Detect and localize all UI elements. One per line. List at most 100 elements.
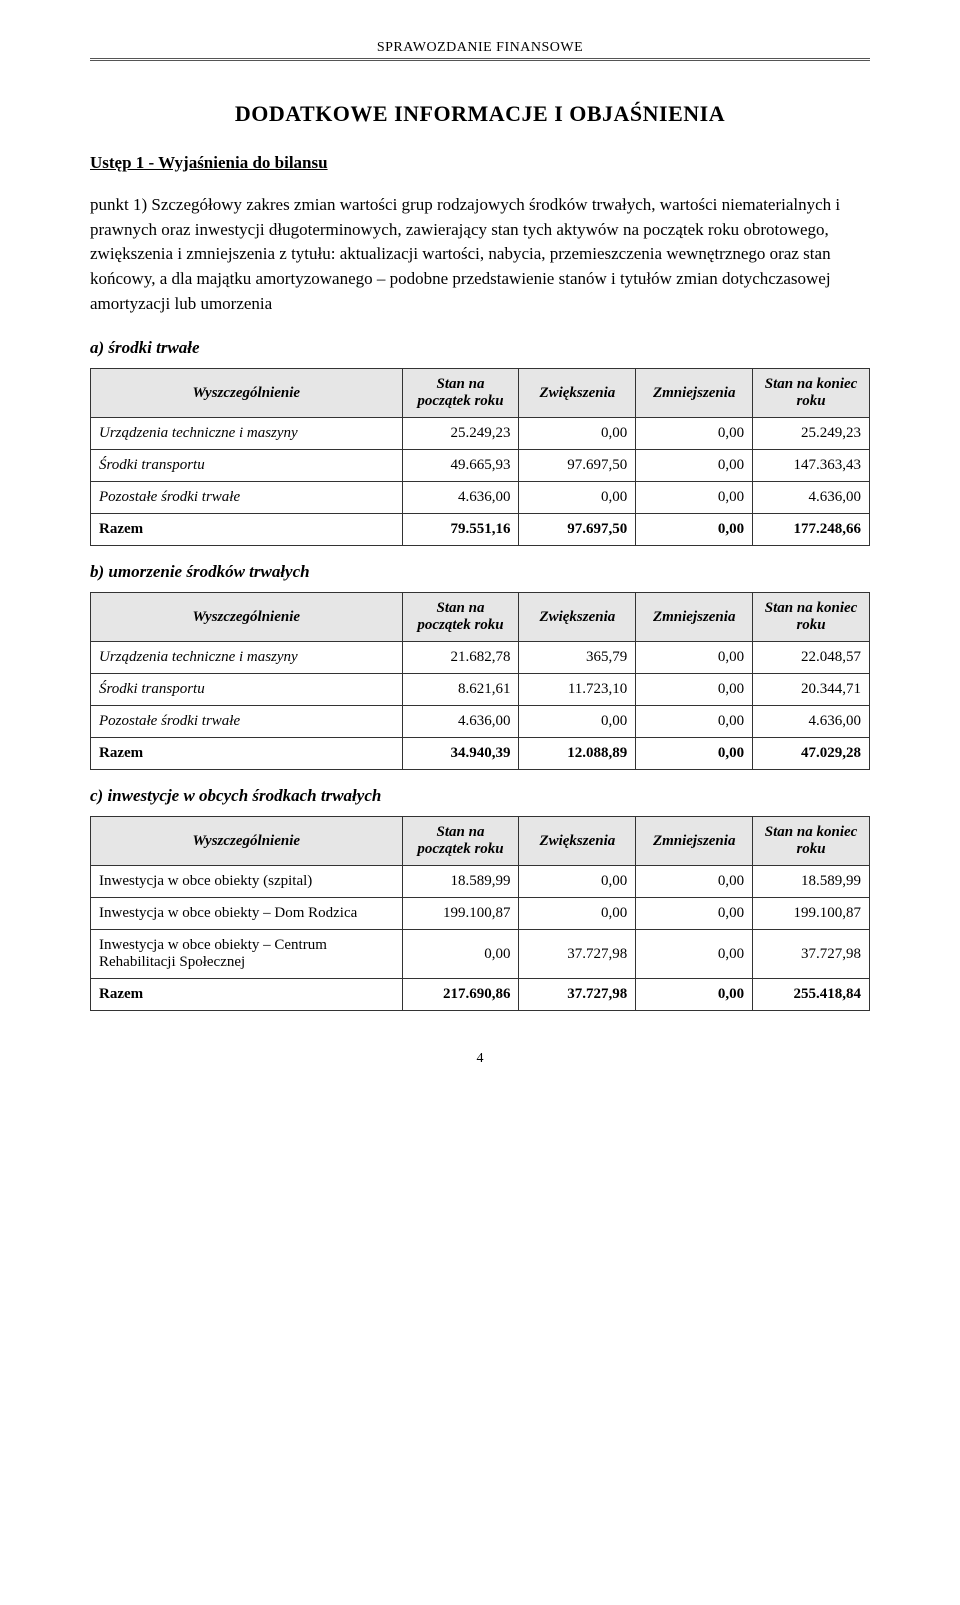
row-value: 25.249,23: [402, 418, 519, 450]
table-b: Wyszczególnienie Stan na początek roku Z…: [90, 592, 870, 770]
row-label: Razem: [91, 979, 403, 1011]
table-row: Razem34.940,3912.088,890,0047.029,28: [91, 738, 870, 770]
row-value: 0,00: [519, 706, 636, 738]
row-value: 97.697,50: [519, 514, 636, 546]
intro-paragraph: punkt 1) Szczegółowy zakres zmian wartoś…: [90, 193, 870, 316]
table-c: Wyszczególnienie Stan na początek roku Z…: [90, 816, 870, 1011]
row-value: 49.665,93: [402, 450, 519, 482]
row-value: 0,00: [519, 482, 636, 514]
row-value: 0,00: [636, 930, 753, 979]
table-a-caption: a) środki trwałe: [90, 338, 870, 358]
row-label: Urządzenia techniczne i maszyny: [91, 642, 403, 674]
row-value: 37.727,98: [519, 979, 636, 1011]
row-value: 0,00: [519, 866, 636, 898]
row-label: Razem: [91, 738, 403, 770]
page-container: SPRAWOZDANIE FINANSOWE DODATKOWE INFORMA…: [0, 0, 960, 1127]
col-header: Stan na koniec roku: [753, 817, 870, 866]
row-label: Pozostałe środki trwałe: [91, 706, 403, 738]
table-row: Razem79.551,1697.697,500,00177.248,66: [91, 514, 870, 546]
row-value: 0,00: [519, 418, 636, 450]
row-value: 37.727,98: [519, 930, 636, 979]
col-header: Zwiększenia: [519, 593, 636, 642]
row-value: 0,00: [636, 450, 753, 482]
row-value: 147.363,43: [753, 450, 870, 482]
row-value: 217.690,86: [402, 979, 519, 1011]
header-rule: [90, 58, 870, 61]
row-value: 0,00: [636, 706, 753, 738]
col-header: Stan na początek roku: [402, 817, 519, 866]
table-b-caption: b) umorzenie środków trwałych: [90, 562, 870, 582]
col-header: Wyszczególnienie: [91, 369, 403, 418]
table-row: Środki transportu8.621,6111.723,100,0020…: [91, 674, 870, 706]
col-header: Wyszczególnienie: [91, 817, 403, 866]
table-row: Razem217.690,8637.727,980,00255.418,84: [91, 979, 870, 1011]
col-header: Stan na początek roku: [402, 369, 519, 418]
row-value: 0,00: [636, 514, 753, 546]
row-value: 37.727,98: [753, 930, 870, 979]
row-value: 11.723,10: [519, 674, 636, 706]
row-value: 0,00: [636, 866, 753, 898]
row-value: 0,00: [636, 979, 753, 1011]
row-value: 18.589,99: [753, 866, 870, 898]
row-label: Urządzenia techniczne i maszyny: [91, 418, 403, 450]
row-value: 365,79: [519, 642, 636, 674]
row-value: 0,00: [636, 738, 753, 770]
row-value: 47.029,28: [753, 738, 870, 770]
table-row: Urządzenia techniczne i maszyny25.249,23…: [91, 418, 870, 450]
col-header: Zmniejszenia: [636, 369, 753, 418]
table-row: Inwestycja w obce obiekty – Centrum Reha…: [91, 930, 870, 979]
col-header: Zwiększenia: [519, 369, 636, 418]
table-row: Środki transportu49.665,9397.697,500,001…: [91, 450, 870, 482]
col-header: Stan na koniec roku: [753, 369, 870, 418]
col-header: Zwiększenia: [519, 817, 636, 866]
row-label: Inwestycja w obce obiekty (szpital): [91, 866, 403, 898]
table-row: Inwestycja w obce obiekty – Dom Rodzica1…: [91, 898, 870, 930]
col-header: Stan na początek roku: [402, 593, 519, 642]
row-value: 177.248,66: [753, 514, 870, 546]
table-row: Urządzenia techniczne i maszyny21.682,78…: [91, 642, 870, 674]
row-value: 0,00: [519, 898, 636, 930]
row-value: 0,00: [636, 418, 753, 450]
row-value: 12.088,89: [519, 738, 636, 770]
table-a-body: Urządzenia techniczne i maszyny25.249,23…: [91, 418, 870, 546]
row-value: 25.249,23: [753, 418, 870, 450]
col-header: Zmniejszenia: [636, 817, 753, 866]
row-value: 18.589,99: [402, 866, 519, 898]
row-value: 8.621,61: [402, 674, 519, 706]
col-header: Wyszczególnienie: [91, 593, 403, 642]
row-label: Pozostałe środki trwałe: [91, 482, 403, 514]
row-label: Inwestycja w obce obiekty – Dom Rodzica: [91, 898, 403, 930]
row-value: 255.418,84: [753, 979, 870, 1011]
row-value: 97.697,50: [519, 450, 636, 482]
section-title: Ustęp 1 - Wyjaśnienia do bilansu: [90, 153, 870, 173]
row-value: 20.344,71: [753, 674, 870, 706]
table-c-caption: c) inwestycje w obcych środkach trwałych: [90, 786, 870, 806]
table-b-body: Urządzenia techniczne i maszyny21.682,78…: [91, 642, 870, 770]
row-value: 0,00: [636, 898, 753, 930]
row-value: 0,00: [636, 674, 753, 706]
table-row: Pozostałe środki trwałe4.636,000,000,004…: [91, 706, 870, 738]
row-value: 4.636,00: [402, 706, 519, 738]
row-value: 0,00: [402, 930, 519, 979]
row-value: 199.100,87: [402, 898, 519, 930]
row-value: 199.100,87: [753, 898, 870, 930]
row-value: 34.940,39: [402, 738, 519, 770]
running-header: SPRAWOZDANIE FINANSOWE: [90, 40, 870, 56]
row-value: 0,00: [636, 482, 753, 514]
row-label: Razem: [91, 514, 403, 546]
row-value: 4.636,00: [402, 482, 519, 514]
table-c-body: Inwestycja w obce obiekty (szpital)18.58…: [91, 866, 870, 1011]
table-header-row: Wyszczególnienie Stan na początek roku Z…: [91, 369, 870, 418]
row-value: 0,00: [636, 642, 753, 674]
table-header-row: Wyszczególnienie Stan na początek roku Z…: [91, 593, 870, 642]
page-number: 4: [90, 1051, 870, 1067]
main-title: DODATKOWE INFORMACJE I OBJAŚNIENIA: [90, 101, 870, 127]
table-row: Pozostałe środki trwałe4.636,000,000,004…: [91, 482, 870, 514]
row-label: Środki transportu: [91, 674, 403, 706]
table-a: Wyszczególnienie Stan na początek roku Z…: [90, 368, 870, 546]
row-label: Środki transportu: [91, 450, 403, 482]
col-header: Stan na koniec roku: [753, 593, 870, 642]
col-header: Zmniejszenia: [636, 593, 753, 642]
row-value: 4.636,00: [753, 482, 870, 514]
row-value: 21.682,78: [402, 642, 519, 674]
